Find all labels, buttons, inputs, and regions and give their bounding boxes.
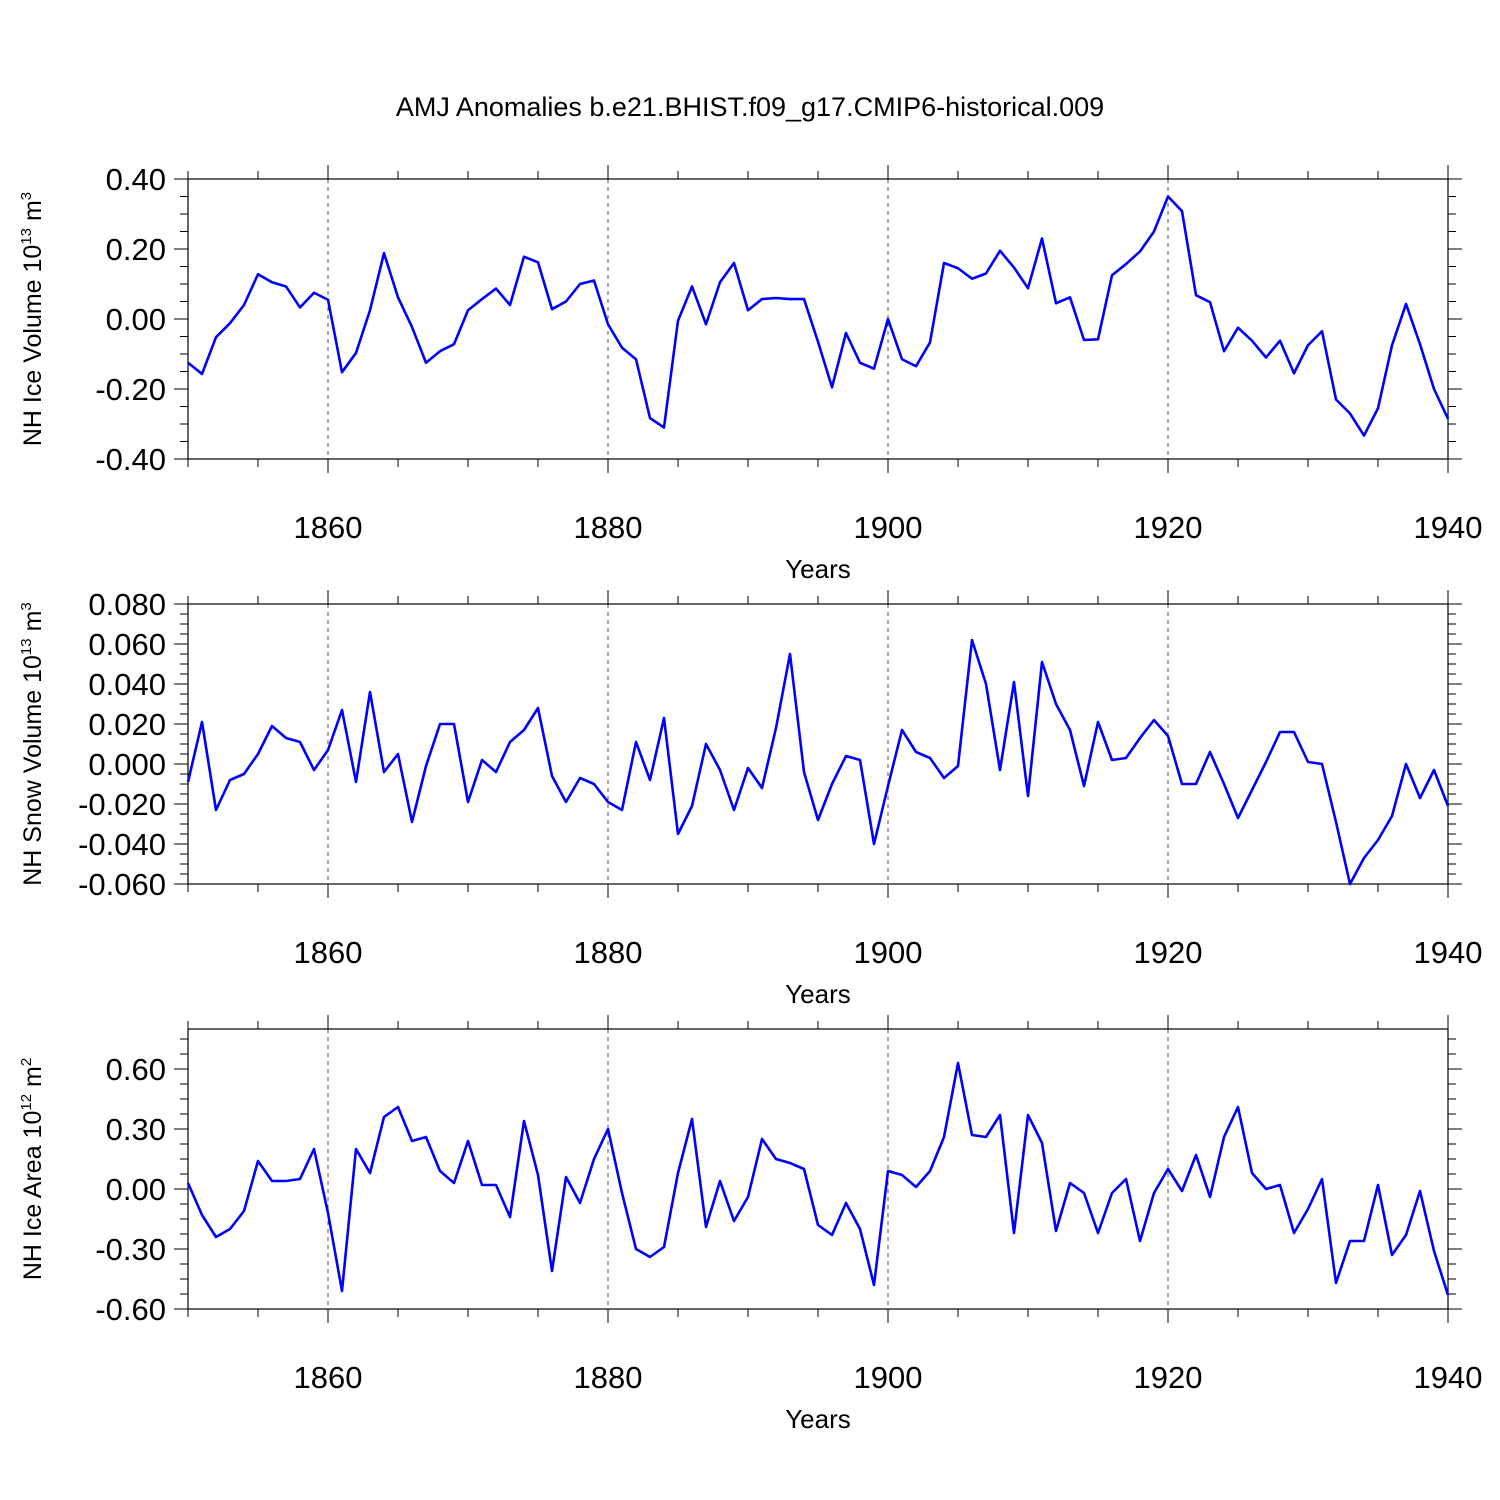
y-tick-label: -0.040 bbox=[78, 827, 166, 862]
y-tick-label: -0.60 bbox=[95, 1292, 166, 1327]
x-tick-label: 1880 bbox=[574, 935, 643, 970]
y-tick-label: 0.30 bbox=[106, 1112, 166, 1147]
y-tick-label: 0.000 bbox=[88, 747, 166, 782]
y-axis-label: NH Ice Area 1012 m2 bbox=[18, 1058, 47, 1280]
y-tick-label: -0.40 bbox=[95, 442, 166, 477]
y-tick-label: 0.40 bbox=[106, 162, 166, 197]
x-tick-label: 1860 bbox=[294, 935, 363, 970]
x-axis-label: Years bbox=[785, 979, 851, 1009]
chart-title: AMJ Anomalies b.e21.BHIST.f09_g17.CMIP6-… bbox=[396, 92, 1104, 122]
y-tick-label: 0.60 bbox=[106, 1052, 166, 1087]
plot-frame bbox=[187, 1028, 1449, 1310]
x-tick-label: 1920 bbox=[1134, 510, 1203, 545]
x-tick-label: 1940 bbox=[1414, 1360, 1483, 1395]
panel-snow-volume: -0.060 -0.040 -0.020 0.000 0.020 0.040 0.060 0.… bbox=[18, 587, 1482, 1009]
x-tick-label: 1860 bbox=[294, 510, 363, 545]
x-tick-label: 1900 bbox=[854, 1360, 923, 1395]
x-tick-label: 1940 bbox=[1414, 510, 1483, 545]
y-axis-label: NH Ice Volume 1013 m3 bbox=[18, 192, 47, 446]
x-tick-label: 1900 bbox=[854, 935, 923, 970]
y-tick-label: -0.060 bbox=[78, 867, 166, 902]
x-tick-label: 1900 bbox=[854, 510, 923, 545]
y-tick-label: 0.00 bbox=[106, 302, 166, 337]
y-tick-label: 0.040 bbox=[88, 667, 166, 702]
x-tick-label: 1940 bbox=[1414, 935, 1483, 970]
y-tick-label: -0.20 bbox=[95, 372, 166, 407]
x-tick-label: 1860 bbox=[294, 1360, 363, 1395]
panel-ice-volume: -0.40 -0.20 0.00 0.20 0.40 1860 1880 1900 1920 19… bbox=[18, 162, 1482, 584]
x-tick-label: 1880 bbox=[574, 1360, 643, 1395]
y-tick-label: 0.20 bbox=[106, 232, 166, 267]
series-line bbox=[187, 195, 1450, 437]
x-axis-label: Years bbox=[785, 1404, 851, 1434]
series-line bbox=[186, 1061, 1450, 1296]
y-axis-label: NH Snow Volume 1013 m3 bbox=[18, 602, 47, 886]
plot-frame bbox=[187, 603, 1449, 885]
x-axis-label: Years bbox=[785, 554, 851, 584]
panel-ice-area: -0.60 -0.30 0.00 0.30 0.60 1860 1880 1900 1920 19… bbox=[18, 1015, 1482, 1434]
x-tick-label: 1920 bbox=[1134, 1360, 1203, 1395]
plot-frame bbox=[187, 178, 1449, 460]
y-tick-label: -0.020 bbox=[78, 787, 166, 822]
y-tick-label: -0.30 bbox=[95, 1232, 166, 1267]
x-tick-label: 1880 bbox=[574, 510, 643, 545]
x-tick-label: 1920 bbox=[1134, 935, 1203, 970]
y-tick-label: 0.00 bbox=[106, 1172, 166, 1207]
y-tick-label: 0.020 bbox=[88, 707, 166, 742]
y-tick-label: 0.080 bbox=[88, 587, 166, 622]
y-tick-label: 0.060 bbox=[88, 627, 166, 662]
series-line bbox=[186, 638, 1450, 886]
